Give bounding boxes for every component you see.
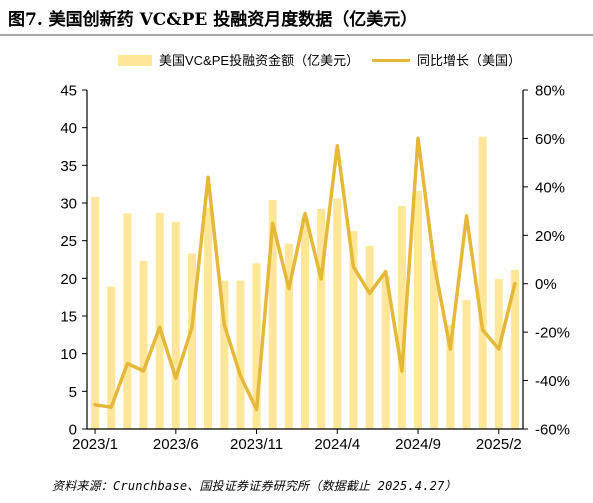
bar bbox=[349, 230, 358, 429]
y-left-tick-label: 30 bbox=[60, 196, 77, 213]
figure-title: 图7. 美国创新药 VC&PE 投融资月度数据（亿美元） bbox=[8, 10, 418, 30]
y-left-tick-label: 45 bbox=[60, 83, 77, 100]
bar bbox=[220, 280, 229, 429]
y-right-tick-label: -60% bbox=[535, 422, 570, 439]
legend-bar-swatch bbox=[118, 55, 152, 66]
axes: 0 5 10 15 20 25 30 35 40 45 -60% -40% -20% 0% 20% 40% 60… bbox=[60, 83, 570, 454]
growth-line bbox=[93, 136, 517, 412]
bar bbox=[187, 253, 196, 429]
legend-bar-label: 美国VC&PE投融资金额（亿美元） bbox=[159, 53, 359, 68]
bar bbox=[91, 196, 100, 429]
bar bbox=[494, 279, 503, 429]
source-note: 资料来源：Crunchbase、国投证券证券研究所（数据截止 2025.4.27… bbox=[52, 479, 457, 493]
bar bbox=[397, 206, 406, 429]
title-rule bbox=[0, 34, 593, 36]
bar bbox=[478, 136, 487, 429]
x-tick-label: 2024/9 bbox=[395, 436, 441, 453]
y-left-tick-label: 20 bbox=[60, 271, 77, 288]
bar bbox=[107, 286, 116, 429]
y-right-tick-label: 40% bbox=[535, 179, 565, 196]
bar bbox=[414, 190, 423, 429]
y-left-tick-label: 0 bbox=[69, 422, 77, 439]
y-right-tick-label: 20% bbox=[535, 228, 565, 245]
bar bbox=[462, 300, 471, 429]
x-tick-label: 2023/6 bbox=[153, 436, 199, 453]
bar bbox=[171, 221, 180, 429]
y-left-tick-label: 35 bbox=[60, 158, 77, 175]
bar bbox=[446, 325, 455, 429]
bar bbox=[268, 199, 277, 429]
bar bbox=[204, 207, 213, 429]
bar bbox=[284, 243, 293, 429]
legend: 美国VC&PE投融资金额（亿美元） 同比增长（美国） bbox=[118, 53, 521, 68]
bar bbox=[365, 245, 374, 429]
bar bbox=[430, 260, 439, 429]
bar bbox=[381, 276, 390, 429]
legend-line-label: 同比增长（美国） bbox=[417, 53, 521, 68]
y-left-tick-label: 40 bbox=[60, 120, 77, 137]
bar bbox=[333, 198, 342, 429]
y-right-tick-label: 60% bbox=[535, 131, 565, 148]
y-right-tick-label: 0% bbox=[535, 276, 557, 293]
x-tick-label: 2023/1 bbox=[72, 436, 118, 453]
bar bbox=[300, 218, 310, 429]
bar bbox=[236, 280, 245, 429]
bar bbox=[510, 270, 519, 429]
y-right-tick-label: 80% bbox=[535, 83, 565, 100]
y-right-tick-label: -40% bbox=[535, 373, 570, 390]
bar bbox=[139, 261, 148, 429]
bar bbox=[252, 263, 261, 429]
chart: 美国VC&PE投融资金额（亿美元） 同比增长（美国） 0 5 10 15 20 25 30 3… bbox=[60, 53, 570, 454]
y-right-tick-label: -20% bbox=[535, 325, 570, 342]
y-left-tick-label: 15 bbox=[60, 309, 77, 326]
y-left-tick-label: 5 bbox=[69, 384, 77, 401]
y-left-tick-label: 25 bbox=[60, 233, 77, 250]
x-tick-label: 2024/4 bbox=[314, 436, 360, 453]
y-left-tick-label: 10 bbox=[60, 346, 77, 363]
x-tick-label: 2025/2 bbox=[476, 436, 522, 453]
bar bbox=[317, 209, 326, 429]
bar bbox=[123, 213, 132, 429]
bar bbox=[155, 212, 164, 429]
bar-series bbox=[91, 136, 519, 429]
x-tick-label: 2023/11 bbox=[230, 436, 283, 453]
